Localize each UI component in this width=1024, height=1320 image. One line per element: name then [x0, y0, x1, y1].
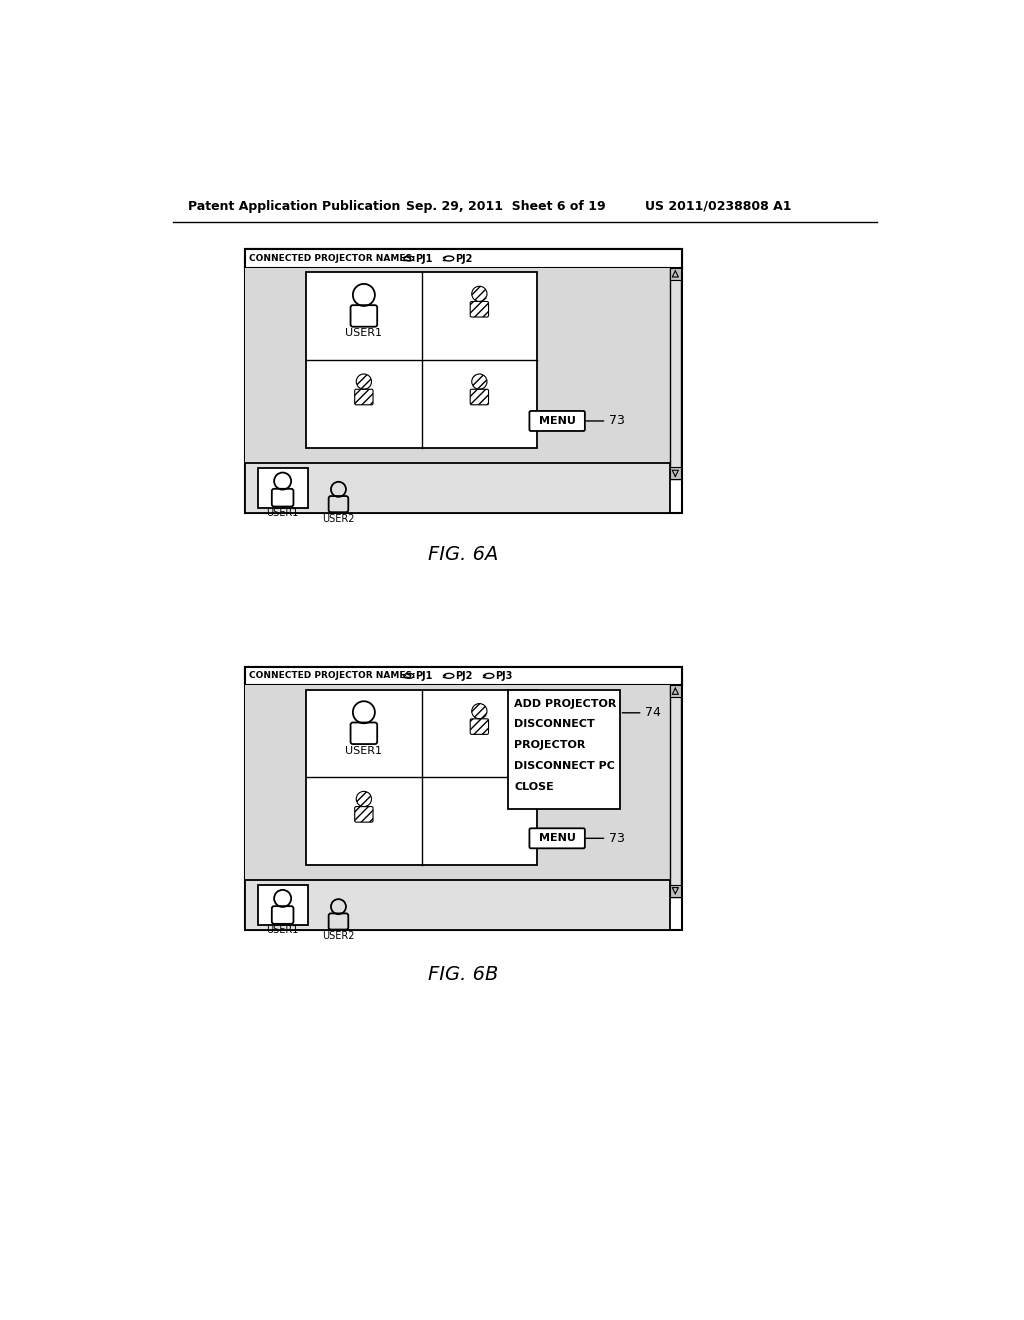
Text: CONNECTED PROJECTOR NAMES:: CONNECTED PROJECTOR NAMES:	[249, 672, 416, 680]
Bar	[306, 689, 538, 866]
Text: Patent Application Publication: Patent Application Publication	[188, 199, 400, 213]
Text: DISCONNECT PC: DISCONNECT PC	[514, 760, 614, 771]
Bar	[508, 689, 620, 809]
Bar	[245, 667, 682, 929]
Bar	[258, 886, 307, 925]
Text: PROJECTOR: PROJECTOR	[514, 741, 586, 750]
Bar	[245, 880, 670, 929]
Text: Sep. 29, 2011  Sheet 6 of 19: Sep. 29, 2011 Sheet 6 of 19	[407, 199, 606, 213]
Bar	[670, 685, 681, 896]
Bar	[670, 685, 681, 697]
Text: MENU: MENU	[539, 833, 575, 843]
Text: PJ1: PJ1	[416, 253, 433, 264]
Text: USER1: USER1	[345, 746, 382, 755]
Text: USER1: USER1	[266, 925, 299, 936]
FancyBboxPatch shape	[529, 411, 585, 430]
Bar	[670, 884, 681, 896]
Text: ADD PROJECTOR: ADD PROJECTOR	[514, 698, 616, 709]
Bar	[258, 469, 307, 508]
Text: 73: 73	[608, 832, 625, 845]
Text: USER1: USER1	[266, 508, 299, 517]
Text: PJ2: PJ2	[456, 253, 473, 264]
Text: US 2011/0238808 A1: US 2011/0238808 A1	[645, 199, 792, 213]
Text: PJ1: PJ1	[416, 671, 433, 681]
Bar	[245, 249, 682, 268]
Text: 74: 74	[645, 706, 660, 719]
Text: MENU: MENU	[539, 416, 575, 426]
Bar	[245, 268, 670, 462]
Bar	[670, 467, 681, 479]
Text: PJ3: PJ3	[496, 671, 513, 681]
Bar	[245, 685, 670, 880]
Bar	[306, 272, 538, 447]
Text: 73: 73	[608, 414, 625, 428]
Bar	[670, 268, 681, 479]
Text: USER1: USER1	[345, 329, 382, 338]
Bar	[245, 667, 682, 685]
Text: PJ2: PJ2	[456, 671, 473, 681]
Text: DISCONNECT: DISCONNECT	[514, 719, 595, 730]
Bar	[670, 268, 681, 280]
Text: USER2: USER2	[323, 931, 354, 941]
Bar	[245, 249, 682, 512]
Text: FIG. 6A: FIG. 6A	[428, 545, 499, 565]
Bar	[245, 462, 670, 512]
Text: CONNECTED PROJECTOR NAMES:: CONNECTED PROJECTOR NAMES:	[249, 253, 416, 263]
Text: FIG. 6B: FIG. 6B	[428, 965, 499, 985]
Text: USER2: USER2	[323, 513, 354, 524]
FancyBboxPatch shape	[529, 829, 585, 849]
Text: CLOSE: CLOSE	[514, 781, 554, 792]
